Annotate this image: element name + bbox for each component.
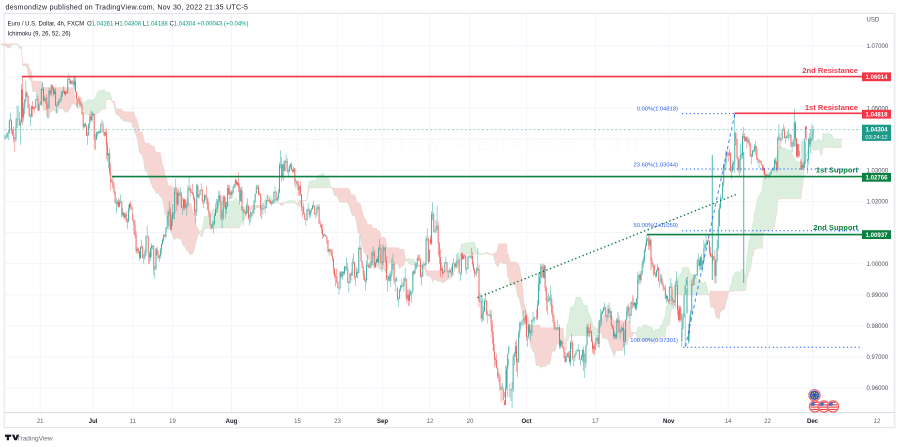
svg-text:23: 23	[334, 419, 341, 425]
svg-text:Euro / U.S. Dollar, 4h, FXCM: Euro / U.S. Dollar, 4h, FXCM	[8, 22, 85, 28]
svg-text:15: 15	[294, 419, 301, 425]
svg-text:1.04304: 1.04304	[865, 127, 888, 134]
svg-text:Oct: Oct	[521, 419, 531, 425]
svg-text:100.00%(0.97301): 100.00%(0.97301)	[630, 338, 678, 344]
svg-text:1.02766: 1.02766	[865, 175, 888, 182]
svg-text:DESMONDIZW • EURUSD • 4H: DESMONDIZW • EURUSD • 4H	[276, 136, 643, 154]
svg-text:0.97000: 0.97000	[867, 355, 889, 361]
svg-text:11: 11	[130, 419, 137, 425]
svg-text:1st Resistance: 1st Resistance	[805, 103, 858, 112]
svg-text:Ichimoku (9, 26, 52, 26): Ichimoku (9, 26, 52, 26)	[8, 32, 71, 38]
svg-text:0.96000: 0.96000	[867, 386, 889, 392]
svg-text:1.00000: 1.00000	[867, 262, 889, 268]
svg-text:12: 12	[427, 419, 434, 425]
svg-text:USD: USD	[867, 18, 880, 24]
svg-text:1.06014: 1.06014	[865, 74, 888, 81]
svg-text:0.00%(1.04818): 0.00%(1.04818)	[637, 106, 678, 112]
svg-text:12: 12	[874, 419, 881, 425]
svg-text:1.05000: 1.05000	[867, 106, 889, 112]
svg-text:0.98000: 0.98000	[867, 324, 889, 330]
svg-text:1.00937: 1.00937	[865, 232, 888, 239]
svg-text:O1.04261 H1.04308 L1.04188: O1.04261 H1.04308 L1.04188 C1.04304 +0.0…	[87, 22, 249, 28]
svg-text:03:24:12: 03:24:12	[865, 135, 887, 141]
svg-text:1.03000: 1.03000	[867, 169, 889, 175]
svg-text:2nd Support: 2nd Support	[813, 223, 858, 232]
svg-text:Sep: Sep	[377, 419, 388, 425]
svg-text:0.99000: 0.99000	[867, 293, 889, 299]
svg-text:1.04818: 1.04818	[865, 112, 888, 119]
svg-text:23.60%(1.03044): 23.60%(1.03044)	[634, 162, 679, 168]
svg-text:21: 21	[37, 419, 44, 425]
svg-text:19: 19	[169, 419, 176, 425]
svg-text:2nd Resistance: 2nd Resistance	[802, 66, 858, 75]
svg-text:Aug: Aug	[226, 419, 238, 425]
svg-text:1.02000: 1.02000	[867, 200, 889, 206]
svg-text:Jul: Jul	[89, 419, 98, 425]
svg-text:17: 17	[592, 419, 599, 425]
svg-text:1st Support: 1st Support	[816, 166, 859, 175]
svg-text:20: 20	[467, 419, 474, 425]
svg-text:22: 22	[764, 419, 771, 425]
svg-text:Nov: Nov	[663, 419, 675, 425]
svg-text:desmondizw published on Tradin: desmondizw published on TradingView.com,…	[6, 4, 249, 11]
svg-text:14: 14	[725, 419, 732, 425]
svg-text:TradingView: TradingView	[17, 435, 53, 442]
svg-text:1.07000: 1.07000	[867, 44, 889, 50]
svg-text:Dec: Dec	[807, 419, 819, 425]
